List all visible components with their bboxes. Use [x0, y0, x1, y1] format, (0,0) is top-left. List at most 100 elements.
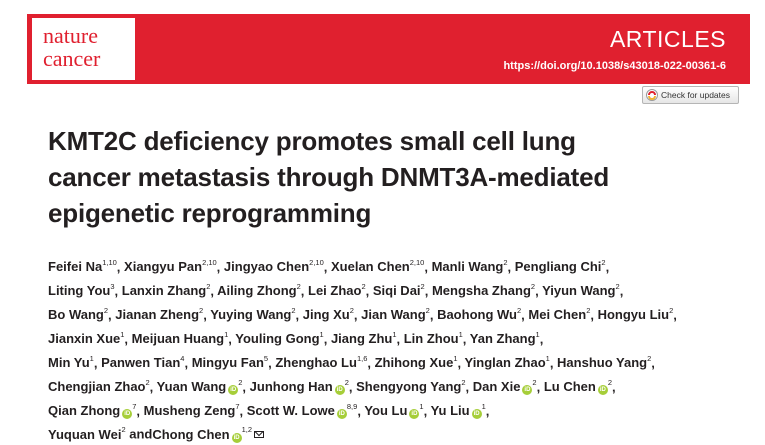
- affiliation-marker[interactable]: 2: [103, 305, 109, 315]
- affiliation-marker[interactable]: 2: [461, 377, 466, 387]
- author-name[interactable]: Yuquan Wei2: [48, 425, 126, 441]
- affiliation-marker[interactable]: 7: [132, 401, 137, 411]
- author-name[interactable]: Pengliang Chi2: [515, 258, 606, 274]
- author-name[interactable]: Lanxin Zhang2: [122, 281, 211, 298]
- author-name[interactable]: Mengsha Zhang2: [432, 281, 536, 298]
- affiliation-marker[interactable]: 1: [419, 401, 424, 411]
- author-name[interactable]: Musheng Zeng7: [144, 401, 240, 418]
- affiliation-marker[interactable]: 2: [586, 305, 591, 315]
- affiliation-marker[interactable]: 2: [145, 377, 150, 387]
- author-name[interactable]: Dan Xie iD2: [473, 377, 537, 395]
- author-name[interactable]: Siqi Dai2: [373, 281, 425, 298]
- author-name[interactable]: Xiangyu Pan2,10: [124, 258, 217, 274]
- author-name[interactable]: You Lu iD1: [364, 401, 424, 419]
- affiliation-marker[interactable]: 1,6: [356, 353, 368, 363]
- author-name[interactable]: Baohong Wu2: [437, 305, 522, 322]
- affiliation-marker[interactable]: 2,10: [202, 258, 217, 267]
- author-name[interactable]: Shengyong Yang2: [356, 377, 466, 394]
- affiliation-marker[interactable]: 2: [199, 305, 204, 315]
- author-name[interactable]: Yuying Wang2: [210, 305, 296, 322]
- affiliation-marker[interactable]: 2: [420, 281, 425, 291]
- orcid-icon[interactable]: iD: [228, 384, 239, 395]
- author-name[interactable]: Junhong Han iD2: [250, 378, 349, 395]
- affiliation-marker[interactable]: 1: [319, 329, 324, 339]
- affiliation-marker[interactable]: 5: [263, 353, 269, 363]
- check-for-updates-button[interactable]: Check for updates: [642, 86, 739, 104]
- author-name[interactable]: Yinglan Zhao1: [465, 353, 550, 370]
- orcid-icon[interactable]: iD: [231, 432, 242, 443]
- author-name[interactable]: Feifei Na1,10: [48, 258, 117, 274]
- orcid-icon[interactable]: iD: [122, 408, 133, 419]
- author-name[interactable]: Scott W. Lowe iD8,9: [247, 401, 358, 419]
- author-name[interactable]: Xuelan Chen2,10: [331, 258, 425, 274]
- affiliation-marker[interactable]: 2: [601, 258, 606, 267]
- author-name[interactable]: Chong Chen iD1,2: [152, 425, 265, 443]
- author-name[interactable]: Hongyu Liu2: [598, 305, 674, 322]
- affiliation-marker[interactable]: 2: [615, 281, 620, 291]
- affiliation-marker[interactable]: 1: [535, 329, 540, 339]
- journal-logo[interactable]: nature cancer: [32, 18, 135, 80]
- affiliation-marker[interactable]: 4: [180, 353, 185, 363]
- affiliation-marker[interactable]: 2: [206, 281, 211, 291]
- author-name[interactable]: Hanshuo Yang2: [557, 353, 652, 370]
- affiliation-marker[interactable]: 2: [296, 281, 301, 291]
- author-name[interactable]: Yiyun Wang2: [542, 281, 620, 298]
- author-name[interactable]: Lin Zhou1: [404, 329, 463, 346]
- author-name[interactable]: Yuan Wang iD2: [157, 378, 242, 395]
- author-name[interactable]: Zhenghao Lu1,6: [275, 353, 368, 370]
- affiliation-marker[interactable]: 1: [458, 329, 463, 339]
- affiliation-marker[interactable]: 2,10: [409, 258, 425, 267]
- affiliation-marker[interactable]: 2,10: [309, 258, 324, 267]
- affiliation-marker[interactable]: 2: [669, 305, 674, 315]
- author-name[interactable]: Lu Chen iD2: [544, 377, 612, 395]
- affiliation-marker[interactable]: 1,2: [241, 425, 253, 435]
- affiliation-marker[interactable]: 8,9: [346, 401, 358, 411]
- affiliation-marker[interactable]: 1: [224, 329, 229, 339]
- affiliation-marker[interactable]: 1: [481, 401, 486, 411]
- affiliation-marker[interactable]: 2: [607, 377, 612, 387]
- author-name[interactable]: Yu Liu iD1: [431, 401, 486, 419]
- author-name[interactable]: Ailing Zhong2: [217, 281, 301, 298]
- affiliation-marker[interactable]: 1: [453, 353, 458, 363]
- author-name[interactable]: Chengjian Zhao2: [48, 377, 150, 394]
- author-name[interactable]: Mei Chen2: [528, 305, 591, 322]
- affiliation-marker[interactable]: 2: [503, 258, 508, 267]
- affiliation-marker[interactable]: 2: [530, 281, 536, 291]
- orcid-icon[interactable]: iD: [336, 408, 347, 419]
- author-name[interactable]: Qian Zhong iD7: [48, 401, 137, 419]
- author-name[interactable]: Manli Wang2: [432, 258, 508, 274]
- affiliation-marker[interactable]: 1,10: [102, 258, 117, 267]
- affiliation-marker[interactable]: 3: [110, 281, 115, 291]
- affiliation-marker[interactable]: 2: [532, 377, 537, 387]
- author-name[interactable]: Jing Xu2: [303, 306, 354, 322]
- affiliation-marker[interactable]: 7: [235, 401, 240, 411]
- author-name[interactable]: Bo Wang2: [48, 305, 109, 322]
- author-name[interactable]: Zhihong Xue1: [375, 353, 458, 370]
- affiliation-marker[interactable]: 2: [361, 281, 366, 291]
- author-name[interactable]: Jianan Zheng2: [115, 305, 204, 322]
- orcid-icon[interactable]: iD: [471, 408, 482, 419]
- author-name[interactable]: Jian Wang2: [361, 305, 430, 322]
- author-name[interactable]: Meijuan Huang1: [132, 329, 229, 346]
- author-name[interactable]: Liting You3: [48, 281, 115, 298]
- affiliation-marker[interactable]: 2: [516, 305, 522, 315]
- affiliation-marker[interactable]: 2: [121, 425, 126, 435]
- affiliation-marker[interactable]: 2: [647, 353, 652, 363]
- orcid-icon[interactable]: iD: [522, 384, 533, 395]
- author-name[interactable]: Jiang Zhu1: [331, 329, 397, 346]
- affiliation-marker[interactable]: 1: [89, 353, 94, 363]
- affiliation-marker[interactable]: 2: [425, 305, 430, 315]
- orcid-icon[interactable]: iD: [409, 408, 420, 419]
- author-name[interactable]: Yan Zhang1: [470, 329, 540, 346]
- author-name[interactable]: Youling Gong1: [235, 329, 324, 346]
- affiliation-marker[interactable]: 1: [392, 329, 397, 339]
- author-name[interactable]: Min Yu1: [48, 353, 94, 370]
- affiliation-marker[interactable]: 2: [291, 305, 296, 315]
- author-name[interactable]: Panwen Tian4: [101, 353, 185, 370]
- doi-link[interactable]: https://doi.org/10.1038/s43018-022-00361…: [503, 60, 726, 72]
- author-name[interactable]: Lei Zhao2: [308, 281, 366, 298]
- affiliation-marker[interactable]: 1: [545, 353, 550, 363]
- author-name[interactable]: Mingyu Fan5: [192, 353, 269, 370]
- affiliation-marker[interactable]: 1: [120, 329, 125, 339]
- orcid-icon[interactable]: iD: [597, 384, 608, 395]
